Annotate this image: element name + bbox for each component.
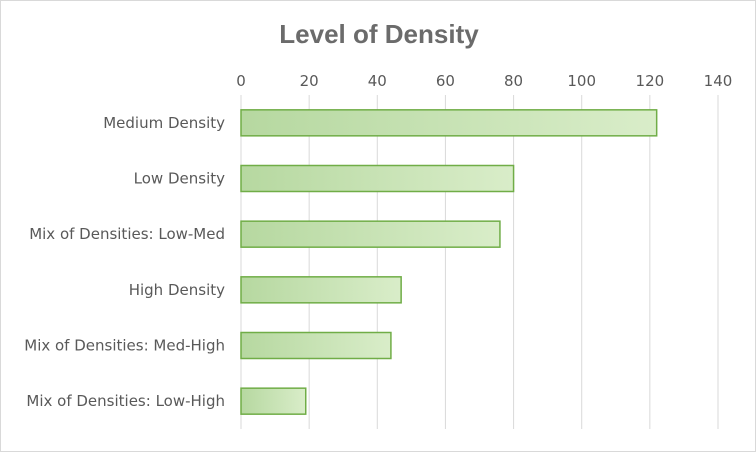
category-label: Mix of Densities: Low-High <box>26 392 225 410</box>
x-tick-label: 100 <box>567 72 596 90</box>
bar <box>240 387 307 415</box>
bar <box>240 164 515 193</box>
x-tick-label: 120 <box>636 72 665 90</box>
bar <box>240 220 501 248</box>
bar <box>240 276 402 304</box>
x-tick-label: 0 <box>236 72 246 90</box>
chart-title: Level of Density <box>279 19 479 49</box>
x-tick-label: 20 <box>300 72 319 90</box>
category-label: Low Density <box>134 170 225 188</box>
x-tick-label: 40 <box>368 72 387 90</box>
x-tick-label: 140 <box>704 72 733 90</box>
bar <box>240 331 392 360</box>
category-label: Mix of Densities: Med-High <box>24 337 225 355</box>
category-label: High Density <box>129 281 225 299</box>
x-tick-label: 80 <box>504 72 523 90</box>
category-label: Medium Density <box>103 114 225 132</box>
x-tick-label: 60 <box>436 72 455 90</box>
bar <box>240 109 658 137</box>
category-label: Mix of Densities: Low-Med <box>29 225 225 243</box>
